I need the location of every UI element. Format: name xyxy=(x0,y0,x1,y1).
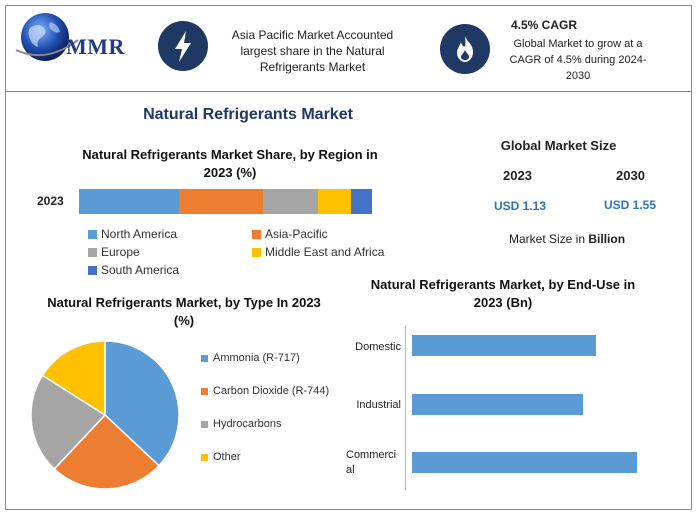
logo-text: MMR xyxy=(66,34,125,59)
legend-label: Ammonia (R-717) xyxy=(213,352,300,364)
region-legend-item: Europe xyxy=(88,245,140,259)
flame-circle xyxy=(440,24,490,74)
globe-icon xyxy=(15,13,79,61)
enduse-category-label: Commerci al xyxy=(346,449,397,476)
region-legend-item: North America xyxy=(88,227,177,241)
region-stacked-bar xyxy=(79,189,372,214)
legend-label: Carbon Dioxide (R-744) xyxy=(213,385,330,397)
header-divider xyxy=(6,91,691,92)
enduse-category-label: Industrial xyxy=(356,399,401,411)
region-segment-2 xyxy=(263,189,318,214)
region-legend-item: Middle East and Africa xyxy=(252,245,384,259)
cagr-text: Global Market to grow at a CAGR of 4.5% … xyxy=(509,38,647,82)
pie-slice-1 xyxy=(53,413,161,490)
pie-slice-0 xyxy=(104,340,180,467)
year-2023: 2023 xyxy=(503,168,532,183)
unit-bold: Billion xyxy=(588,232,626,246)
highlight-asia-pacific: Asia Pacific Market Accounted largest sh… xyxy=(231,28,394,74)
infographic-frame xyxy=(5,5,692,510)
legend-swatch xyxy=(201,453,208,461)
year-2030: 2030 xyxy=(616,168,645,183)
value-2030: USD 1.55 xyxy=(604,198,657,212)
legend-label: Asia-Pacific xyxy=(265,227,328,241)
legend-swatch xyxy=(252,229,261,239)
cagr-title: 4.5% CAGR xyxy=(511,18,578,32)
enduse-bar-commercial xyxy=(412,452,637,473)
flame-icon xyxy=(457,36,473,62)
region-legend-item: South America xyxy=(88,263,179,277)
legend-swatch xyxy=(252,247,261,257)
region-segment-1 xyxy=(178,189,264,214)
legend-swatch xyxy=(88,229,97,239)
enduse-axis-line xyxy=(405,325,406,490)
global-size-title: Global Market Size xyxy=(500,138,617,153)
type-chart-title: Natural Refrigerants Market, by Type In … xyxy=(47,295,321,328)
region-chart-title: Natural Refrigerants Market Share, by Re… xyxy=(82,147,378,180)
legend-swatch xyxy=(201,420,208,428)
type-legend-item: Carbon Dioxide (R-744) xyxy=(201,385,329,397)
legend-label: South America xyxy=(101,263,180,277)
enduse-chart-title: Natural Refrigerants Market, by End-Use … xyxy=(370,277,636,310)
region-segment-3 xyxy=(317,189,351,214)
mmr-logo xyxy=(12,10,142,68)
type-legend-item: Hydrocarbons xyxy=(201,418,281,430)
lightning-circle xyxy=(158,21,208,71)
legend-swatch xyxy=(88,247,97,257)
legend-label: Hydrocarbons xyxy=(213,418,282,430)
pie-slice-2 xyxy=(30,374,107,471)
region-segment-4 xyxy=(350,189,372,214)
type-pie-chart xyxy=(30,340,180,490)
enduse-bar-domestic xyxy=(412,335,597,356)
page-title: Natural Refrigerants Market xyxy=(143,106,353,123)
type-legend-item: Other xyxy=(201,451,241,463)
unit-prefix: Market Size in xyxy=(509,232,589,246)
legend-label: Middle East and Africa xyxy=(265,245,385,259)
region-category-label: 2023 xyxy=(37,194,64,208)
value-2023: USD 1.13 xyxy=(494,199,547,213)
market-size-unit: Market Size in Billion xyxy=(509,232,625,246)
region-segment-0 xyxy=(79,189,179,214)
legend-swatch xyxy=(201,387,208,395)
type-legend-item: Ammonia (R-717) xyxy=(201,352,300,364)
legend-swatch xyxy=(201,354,208,362)
pie-slice-3 xyxy=(41,340,106,417)
enduse-category-label: Domestic xyxy=(355,341,401,353)
enduse-bar-industrial xyxy=(412,394,583,415)
legend-label: Other xyxy=(213,451,241,463)
legend-label: Europe xyxy=(101,245,140,259)
legend-swatch xyxy=(88,265,97,275)
lightning-icon xyxy=(175,31,191,62)
region-legend-item: Asia-Pacific xyxy=(252,227,328,241)
legend-label: North America xyxy=(101,227,178,241)
